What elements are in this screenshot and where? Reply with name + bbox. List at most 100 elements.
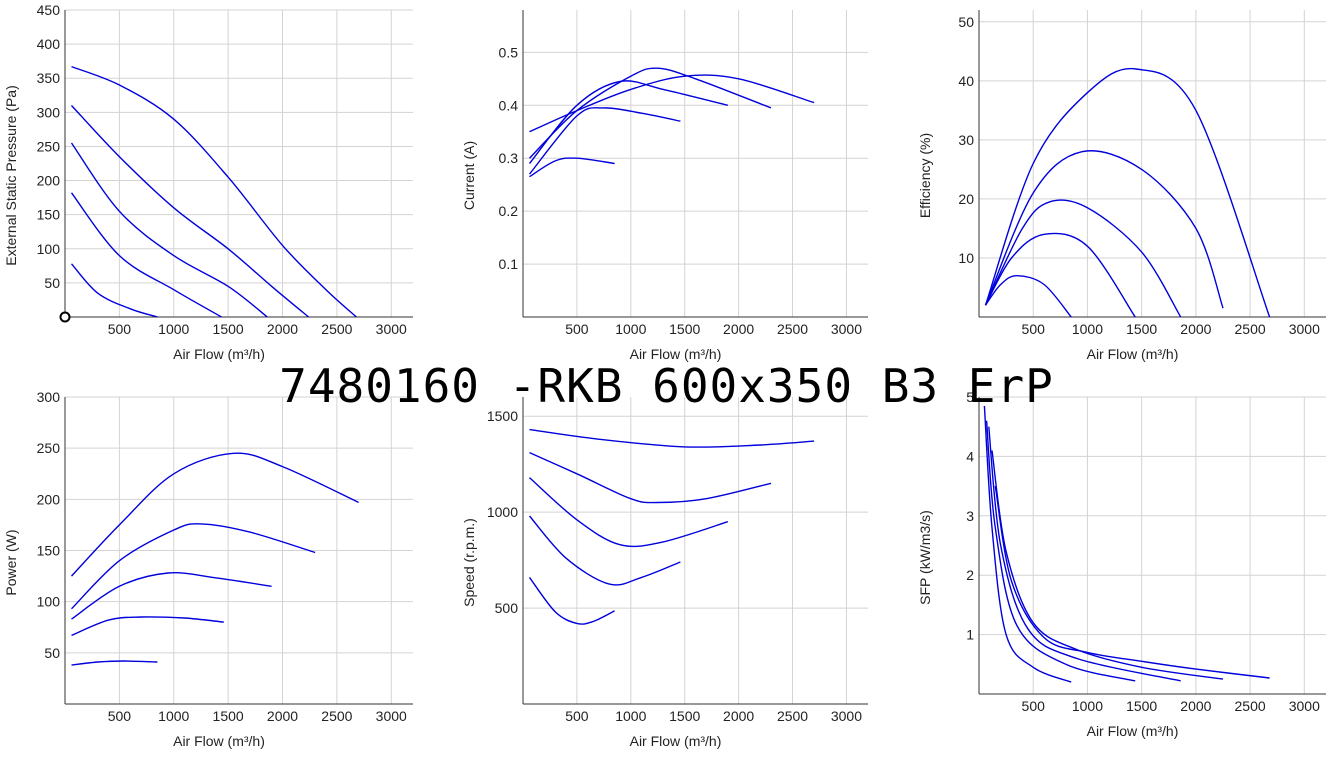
chart-current: 500 1000 1500 2000 2500 3000 0.1 0.2 0.3 0.4 0.5 Ai… [461,10,868,362]
x-tick-label: 2500 [777,321,808,337]
y-tick-label: 30 [958,132,974,148]
x-tick-label: 1500 [1126,698,1157,714]
x-tick-label: 1000 [615,321,646,337]
x-tick-label: 1500 [213,708,244,724]
curve-speed-5 [528,576,615,625]
x-tick-label: 1500 [669,321,700,337]
curve-sfp-5 [983,405,1072,683]
x-tick-label: 1000 [1072,698,1103,714]
chart-title: 7480160 -RKB 600x350 B3 ErP [279,359,1054,413]
curve-current-1 [529,74,815,133]
y-axis-title: External Static Pressure (Pa) [3,85,19,266]
y-tick-label: 50 [44,275,60,291]
x-tick-label: 2000 [723,708,754,724]
y-tick-label: 300 [37,389,61,405]
curve-power-4 [71,616,224,637]
y-tick-label: 250 [37,440,61,456]
curve-power-5 [71,660,158,666]
curve-efficiency-4 [984,232,1136,318]
y-axis-title: Current (A) [461,141,477,210]
curve-speed-1 [529,428,815,448]
y-tick-label: 300 [37,104,61,120]
y-tick-label: 400 [37,36,61,52]
y-tick-label: 1 [966,627,974,643]
x-tick-label: 500 [565,708,589,724]
curve-sfp-4 [985,420,1136,682]
curve-speed-4 [528,515,681,586]
x-tick-label: 1000 [615,708,646,724]
x-tick-label: 2500 [1235,321,1266,337]
y-tick-label: 4 [966,448,974,464]
y-tick-label: 2 [966,567,974,583]
y-tick-label: 0.5 [499,44,519,60]
x-tick-label: 2000 [723,321,754,337]
chart-power: 500 1000 1500 2000 2500 3000 50 100 150 200 250 300… [3,389,413,749]
curve-current-3 [528,80,728,164]
y-tick-label: 100 [37,594,61,610]
x-tick-label: 500 [108,321,132,337]
x-axis-title: Air Flow (m³/h) [1087,723,1179,739]
y-tick-label: 3 [966,508,974,524]
y-tick-label: 200 [37,173,61,189]
x-tick-label: 500 [1022,321,1046,337]
curve-current-5 [529,157,615,178]
operating-point-marker[interactable] [59,311,71,323]
y-tick-label: 20 [958,191,974,207]
y-tick-label: 0.2 [499,203,519,219]
x-axis-title: Air Flow (m³/h) [1087,346,1179,362]
curve-speed-2 [529,451,772,504]
x-axis-title: Air Flow (m³/h) [630,733,722,749]
x-tick-label: 2500 [321,321,352,337]
x-tick-label: 3000 [831,708,862,724]
y-tick-label: 5 [966,389,974,405]
y-tick-label: 40 [958,73,974,89]
curve-power-3 [71,572,272,620]
x-tick-label: 2500 [1235,698,1266,714]
y-tick-label: 350 [37,70,61,86]
x-tick-label: 2500 [777,708,808,724]
curve-speed-3 [529,477,729,548]
y-tick-label: 500 [495,600,519,616]
x-tick-label: 3000 [1289,321,1320,337]
x-tick-label: 1000 [158,321,189,337]
x-tick-label: 2000 [1180,698,1211,714]
x-tick-label: 1500 [1126,321,1157,337]
y-tick-label: 50 [958,14,974,30]
curve-pressure-1 [71,65,357,318]
x-tick-label: 500 [565,321,589,337]
curve-efficiency-3 [984,199,1182,318]
curve-pressure-5 [70,263,158,318]
x-tick-label: 3000 [376,708,407,724]
x-tick-label: 500 [1022,698,1046,714]
curve-pressure-3 [70,142,268,318]
x-tick-label: 2000 [1180,321,1211,337]
x-tick-label: 1000 [158,708,189,724]
chart-sfp: 500 1000 1500 2000 2500 3000 1 2 3 4 5 Air Flow (m³… [917,389,1326,739]
x-axis-title: Air Flow (m³/h) [173,346,265,362]
curve-power-2 [71,523,316,610]
chart-pressure: 500 1000 1500 2000 2500 3000 50 100 150 200 250 300… [3,2,413,362]
curve-pressure-4 [70,192,222,318]
curve-sfp-3 [988,426,1181,682]
y-axis-title: Speed (r.p.m.) [461,518,477,607]
curve-efficiency-2 [984,150,1224,309]
y-tick-label: 0.4 [499,97,519,113]
chart-efficiency: 500 1000 1500 2000 2500 3000 10 20 30 40 50 Air Flo… [917,10,1326,362]
x-tick-label: 2500 [321,708,352,724]
y-tick-label: 0.1 [499,256,519,272]
curve-efficiency-1 [984,67,1271,318]
curve-current-2 [529,67,772,159]
curve-sfp-1 [994,485,1270,679]
y-axis-title: SFP (kW/m3/s) [917,510,933,605]
x-tick-label: 3000 [831,321,862,337]
y-tick-label: 1000 [487,504,518,520]
y-tick-label: 0.3 [499,150,519,166]
y-tick-label: 50 [44,645,60,661]
y-tick-label: 150 [37,207,61,223]
y-axis-title: Efficiency (%) [917,133,933,218]
x-tick-label: 500 [108,708,132,724]
y-tick-label: 100 [37,241,61,257]
y-tick-label: 1500 [487,408,518,424]
x-tick-label: 2000 [267,321,298,337]
x-tick-label: 1500 [669,708,700,724]
